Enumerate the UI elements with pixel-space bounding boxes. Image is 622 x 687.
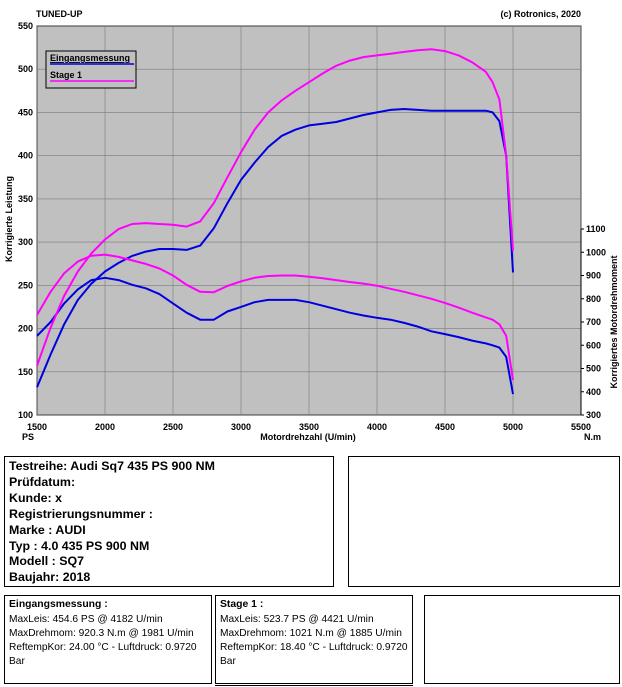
typ: Typ : 4.0 435 PS 900 NM <box>9 538 150 553</box>
y-left-tick-label: 150 <box>18 367 33 377</box>
legend-label-eingangsmessung: Eingangsmessung <box>50 53 130 63</box>
dyno-chart: 1500 2000 2500 3000 3500 4000 4500 5000 5500 100… <box>4 9 619 442</box>
run-maxdrehmom: MaxDrehmom: 1021 N.m @ 1885 U/min <box>220 628 402 639</box>
eingangsmessung-power-curve <box>36 108 514 388</box>
legend-box <box>45 50 137 89</box>
y-left-tick-label: 550 <box>18 21 33 31</box>
empty-panel-bottom-right <box>424 595 620 684</box>
y-left-tick-labels: 100 150 200 250 300 350 400 450 500 550 <box>18 21 33 420</box>
x-tick-label: 5500 <box>571 422 591 432</box>
x-tick-label: 2500 <box>163 422 183 432</box>
run-maxleis: MaxLeis: 454.6 PS @ 4182 U/min <box>9 614 163 625</box>
y-right-tick-label: 400 <box>586 387 601 397</box>
x-tick-label: 3000 <box>231 422 251 432</box>
y-left-tick-label: 450 <box>18 107 33 117</box>
x-tick-label: 4500 <box>435 422 455 432</box>
x-unit-left: PS <box>22 432 34 442</box>
run-panel-eingangsmessung: Eingangsmessung : MaxLeis: 454.6 PS @ 41… <box>4 595 212 684</box>
y-right-tick-label: 600 <box>586 340 601 350</box>
y-right-tick-label: 300 <box>586 410 601 420</box>
y-right-axis-label: Korrigiertes Motordrehmoment <box>609 255 619 388</box>
kunde: Kunde: x <box>9 490 63 505</box>
y-left-tick-label: 400 <box>18 151 33 161</box>
run-reftemp: ReftempKor: 24.00 °C - Luftdruck: 0.9720… <box>9 642 197 667</box>
empty-panel-right <box>348 456 620 587</box>
modell: Modell : SQ7 <box>9 554 85 569</box>
stage1-torque-curve <box>36 253 514 381</box>
y-left-tick-label: 100 <box>18 410 33 420</box>
y-right-tick-label: 900 <box>586 271 601 281</box>
x-axis-label: Motordrehzahl (U/min) <box>260 432 356 442</box>
run-title: Eingangsmessung : <box>9 599 108 610</box>
curves <box>36 48 514 395</box>
pruefdatum: Prüfdatum: <box>9 474 76 489</box>
y-left-tick-label: 350 <box>18 194 33 204</box>
y-left-tick-label: 500 <box>18 64 33 74</box>
y-left-axis-label: Korrigierte Leistung <box>4 176 14 262</box>
divider-line <box>215 685 413 686</box>
x-unit-right: N.m <box>584 432 601 442</box>
legend: Eingangsmessung Stage 1 <box>45 50 137 89</box>
x-tick-labels: 1500 2000 2500 3000 3500 4000 4500 5000 5500 <box>27 422 591 432</box>
run-maxleis: MaxLeis: 523.7 PS @ 4421 U/min <box>220 614 374 625</box>
y-right-tick-label: 800 <box>586 294 601 304</box>
testreihe: Testreihe: Audi Sq7 435 PS 900 NM <box>9 459 215 473</box>
y-left-tick-label: 200 <box>18 324 33 334</box>
run-reftemp: ReftempKor: 18.40 °C - Luftdruck: 0.9720… <box>220 642 408 667</box>
y-left-tick-label: 300 <box>18 237 33 247</box>
chart-title-left: TUNED-UP <box>36 9 83 19</box>
x-tick-label: 4000 <box>367 422 387 432</box>
y-right-tick-label: 500 <box>586 364 601 374</box>
y-left-tick-label: 250 <box>18 280 33 290</box>
y-right-tick-label: 700 <box>586 317 601 327</box>
legend-label-stage1: Stage 1 <box>50 70 82 80</box>
y-right-tick-labels: 300 400 500 600 700 800 900 1000 1100 <box>580 224 606 420</box>
vehicle-info-panel: Testreihe: Audi Sq7 435 PS 900 NM Prüfda… <box>4 456 334 587</box>
x-tick-label: 2000 <box>95 422 115 432</box>
baujahr: Baujahr: 2018 <box>9 570 91 585</box>
stage1-power-curve <box>36 48 514 367</box>
run-panel-stage1: Stage 1 : MaxLeis: 523.7 PS @ 4421 U/min… <box>215 595 413 684</box>
x-tick-label: 5000 <box>503 422 523 432</box>
x-tick-label: 1500 <box>27 422 47 432</box>
run-maxdrehmom: MaxDrehmom: 920.3 N.m @ 1981 U/min <box>9 628 194 639</box>
marke: Marke : AUDI <box>9 522 86 537</box>
registrierungsnummer: Registrierungsnummer : <box>9 506 153 521</box>
y-right-tick-label: 1100 <box>586 224 606 234</box>
eingangsmessung-torque-curve <box>36 276 514 395</box>
x-tick-label: 3500 <box>299 422 319 432</box>
chart-title-right: (c) Rotronics, 2020 <box>500 9 581 19</box>
y-right-tick-label: 1000 <box>586 247 606 257</box>
run-title: Stage 1 : <box>220 599 264 610</box>
